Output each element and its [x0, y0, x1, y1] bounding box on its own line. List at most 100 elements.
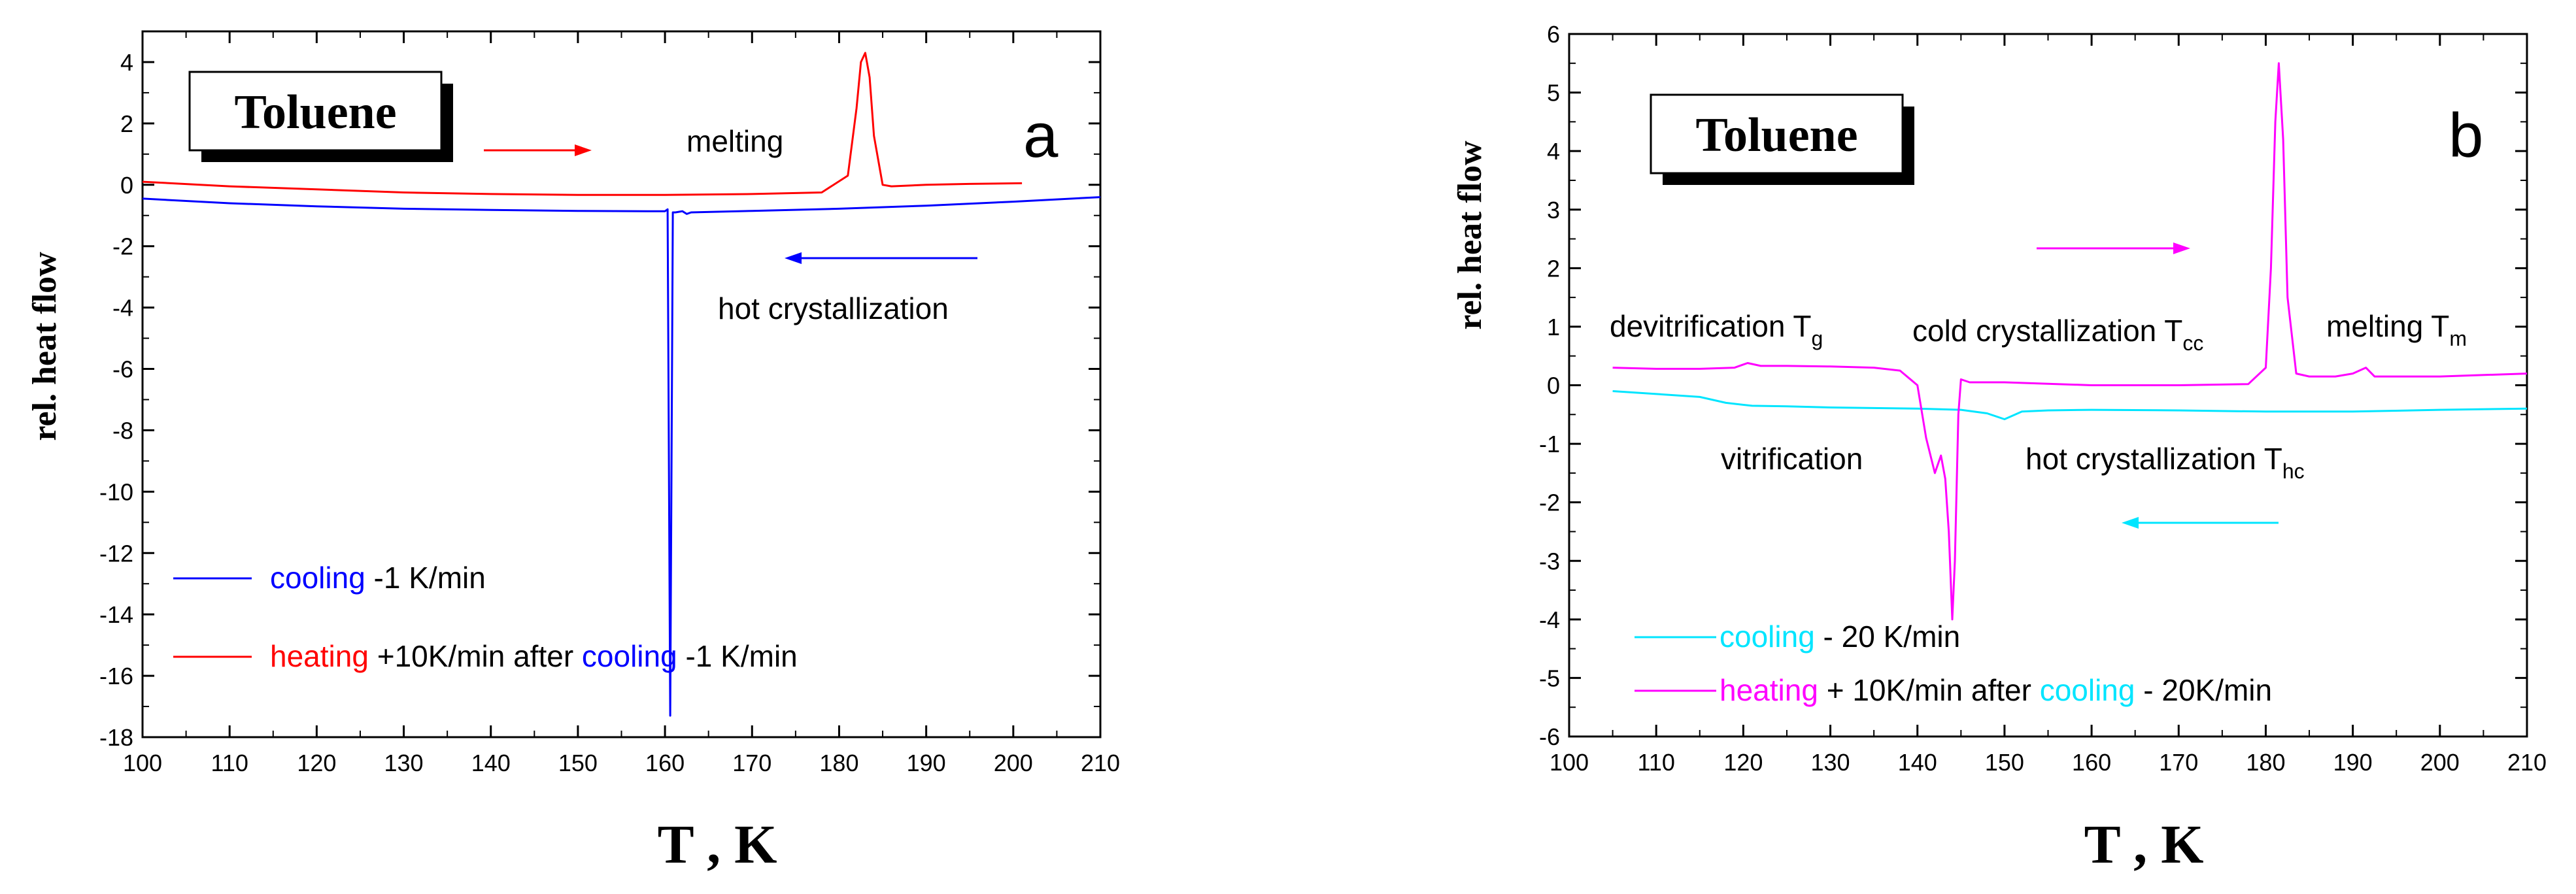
- x-tick-label: 150: [1985, 749, 2024, 776]
- annotation: melting Tm: [2326, 309, 2467, 350]
- y-tick-label: 0: [120, 172, 133, 199]
- y-tick-label: -8: [112, 417, 133, 444]
- legend-entry: cooling - 20 K/min: [1720, 620, 1960, 654]
- x-tick-label: 200: [994, 750, 1033, 776]
- series-line-heating: [1612, 62, 2528, 621]
- y-tick-label: 2: [1547, 255, 1560, 282]
- y-tick-label: -16: [99, 663, 133, 689]
- annotation-subscript: g: [1812, 327, 1823, 350]
- x-tick-label: 170: [732, 750, 771, 776]
- y-axis-label: rel. heat flow: [1451, 141, 1489, 330]
- x-axis-label: T , K: [2084, 814, 2204, 875]
- legend-text: + 10K/min after: [1818, 673, 2040, 707]
- x-tick-label: 210: [1081, 750, 1120, 776]
- annotation: vitrification: [1721, 442, 1863, 476]
- title-box-text: Toluene: [234, 86, 396, 139]
- title-box-text: Toluene: [1695, 108, 1857, 162]
- annotation: melting: [686, 124, 783, 158]
- y-tick-label: -3: [1539, 548, 1560, 574]
- legend-text: heating: [1720, 673, 1818, 707]
- y-tick-label: -18: [99, 724, 133, 751]
- y-tick-label: -2: [1539, 489, 1560, 516]
- direction-arrow-head: [2173, 242, 2190, 254]
- y-tick-label: -6: [112, 356, 133, 383]
- title-box: [1650, 93, 1904, 174]
- x-tick-label: 210: [2507, 749, 2547, 776]
- direction-arrow-head: [575, 144, 592, 156]
- panel-b: 100 110 120 130 140 150 160 170 180 190 200 2106543…: [1451, 21, 2547, 875]
- direction-arrow-head: [2122, 517, 2139, 529]
- y-axis-label: rel. heat flow: [26, 252, 63, 441]
- annotation-text: vitrification: [1721, 442, 1863, 476]
- x-axis-label: T , K: [658, 814, 777, 875]
- annotation-text: melting T: [2326, 309, 2449, 343]
- series-line-cooling: [1612, 390, 2528, 420]
- y-tick-label: 4: [120, 49, 133, 76]
- panel-a: 100 110 120 130 140 150 160 170 180 190 200 210 4 2 0 -…: [26, 30, 1120, 875]
- legend-text: cooling: [270, 561, 365, 595]
- legend-entry: heating + 10K/min after cooling - 20K/mi…: [1720, 673, 2272, 707]
- legend-text: cooling: [582, 639, 677, 673]
- x-tick-label: 100: [1550, 749, 1589, 776]
- y-tick-label: -12: [99, 540, 133, 567]
- series-line-cooling: [142, 196, 1101, 717]
- x-tick-label: 140: [1898, 749, 1937, 776]
- annotation: hot crystallization Thc: [2025, 442, 2305, 483]
- x-tick-label: 180: [2246, 749, 2285, 776]
- y-tick-label: -1: [1539, 431, 1560, 457]
- x-tick-label: 130: [1811, 749, 1850, 776]
- y-tick-label: 5: [1547, 80, 1560, 107]
- x-tick-label: 160: [645, 750, 685, 776]
- x-tick-label: 150: [558, 750, 598, 776]
- x-tick-label: 110: [211, 750, 248, 776]
- panel-label: b: [2449, 101, 2483, 171]
- legend-text: heating: [270, 639, 369, 673]
- annotation-text: devitrification T: [1610, 309, 1812, 343]
- y-tick-label: -2: [112, 233, 133, 260]
- annotation-subscript: hc: [2282, 459, 2305, 483]
- legend-text: +10K/min after: [369, 639, 582, 673]
- x-tick-label: 120: [297, 750, 336, 776]
- x-tick-label: 170: [2159, 749, 2198, 776]
- annotation: hot crystallization: [718, 291, 949, 325]
- y-tick-label: 6: [1547, 21, 1560, 48]
- y-tick-label: -5: [1539, 665, 1560, 691]
- y-tick-label: -6: [1539, 723, 1560, 750]
- legend-text: - 20 K/min: [1815, 620, 1960, 654]
- annotation-subscript: cc: [2182, 331, 2203, 355]
- series-line-heating: [142, 52, 1023, 196]
- y-tick-label: 3: [1547, 197, 1560, 224]
- legend-text: -1 K/min: [677, 639, 798, 673]
- legend-text: - 20K/min: [2135, 673, 2272, 707]
- direction-arrow-head: [785, 252, 802, 264]
- y-tick-label: -4: [1539, 606, 1560, 633]
- y-tick-label: 1: [1547, 314, 1560, 340]
- x-tick-label: 200: [2420, 749, 2460, 776]
- y-tick-label: -10: [99, 478, 133, 505]
- annotation-subscript: m: [2449, 327, 2467, 350]
- x-tick-label: 180: [819, 750, 858, 776]
- x-tick-label: 130: [384, 750, 424, 776]
- x-tick-label: 140: [471, 750, 511, 776]
- annotation-text: hot crystallization T: [2025, 442, 2282, 476]
- y-tick-label: 2: [120, 110, 133, 137]
- y-tick-label: -4: [112, 295, 133, 322]
- annotation: cold crystallization Tcc: [1912, 314, 2203, 355]
- y-tick-label: 4: [1547, 138, 1560, 165]
- y-tick-label: 0: [1547, 372, 1560, 399]
- y-tick-label: -14: [99, 601, 133, 628]
- legend-entry: cooling -1 K/min: [270, 561, 486, 595]
- annotation-text: cold crystallization T: [1912, 314, 2182, 348]
- legend-text: cooling: [2040, 673, 2135, 707]
- legend-text: -1 K/min: [365, 561, 486, 595]
- legend-text: cooling: [1720, 620, 1815, 654]
- panel-label: a: [1023, 101, 1059, 171]
- annotation: devitrification Tg: [1610, 309, 1823, 350]
- x-tick-label: 120: [1723, 749, 1763, 776]
- x-tick-label: 160: [2072, 749, 2111, 776]
- title-box: [188, 71, 443, 152]
- legend-entry: heating +10K/min after cooling -1 K/min: [270, 639, 798, 673]
- x-tick-label: 100: [123, 750, 162, 776]
- x-tick-label: 190: [2333, 749, 2373, 776]
